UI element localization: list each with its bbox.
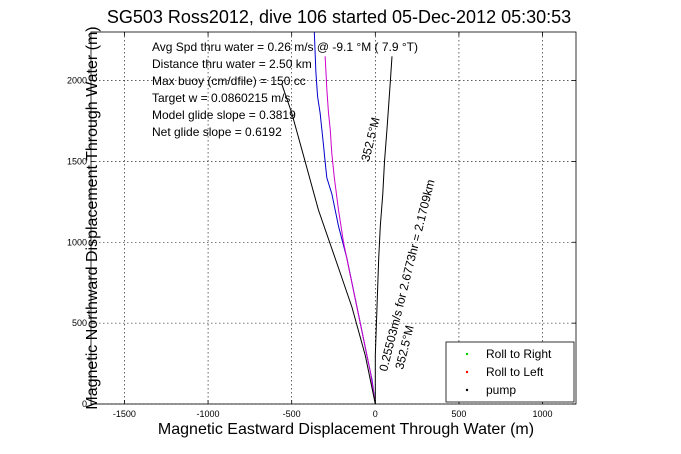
legend-label-pump: pump bbox=[486, 383, 516, 397]
annotation-net-glide: Net glide slope = 0.6192 bbox=[152, 125, 282, 139]
legend-label-roll-right: Roll to Right bbox=[486, 347, 552, 361]
legend-marker-pump bbox=[465, 388, 469, 392]
chart-title: SG503 Ross2012, dive 106 started 05-Dec-… bbox=[107, 7, 571, 27]
y-tick-label: 1000 bbox=[67, 237, 87, 247]
y-tick-label: 1500 bbox=[67, 156, 87, 166]
series-line-1 bbox=[324, 56, 376, 404]
legend-label-roll-left: Roll to Left bbox=[486, 365, 544, 379]
x-axis-label: Magnetic Eastward Displacement Through W… bbox=[158, 421, 534, 438]
y-tick-label: 500 bbox=[72, 318, 87, 328]
annotation-max-buoy: Max buoy (cm/dfile) = 150 cc bbox=[152, 74, 306, 88]
series-line-3 bbox=[374, 56, 393, 404]
x-tick-label: -1500 bbox=[113, 409, 136, 419]
axes-box bbox=[90, 31, 577, 405]
x-tick-label: -500 bbox=[283, 409, 301, 419]
x-tick-label: -1000 bbox=[197, 409, 220, 419]
x-tick-label: 0 bbox=[373, 409, 378, 419]
x-tick-label: 500 bbox=[451, 409, 466, 419]
ticks: -1500 -1000 -500 0 500 1000 0 500 1000 1500 2000 bbox=[67, 32, 576, 419]
series-layer bbox=[281, 32, 393, 404]
legend: Roll to Right Roll to Left pump bbox=[445, 341, 575, 403]
series-line-2 bbox=[281, 83, 376, 404]
legend-marker-roll-right bbox=[465, 352, 469, 356]
annotation-model-glide: Model glide slope = 0.3819 bbox=[152, 108, 296, 122]
y-tick-label: 2000 bbox=[67, 76, 87, 86]
annotation-avg-speed: Avg Spd thru water = 0.26 m/s @ -9.1 °M … bbox=[152, 40, 418, 54]
x-tick-label: 1000 bbox=[533, 409, 553, 419]
y-axis-label: Magnetic Northward Displacement Through … bbox=[84, 26, 101, 409]
annotation-block: Avg Spd thru water = 0.26 m/s @ -9.1 °M … bbox=[152, 40, 418, 139]
annotation-target-w: Target w = 0.0860215 m/s bbox=[152, 91, 290, 105]
legend-marker-roll-left bbox=[465, 370, 469, 374]
y-tick-label: 0 bbox=[82, 399, 87, 409]
annotation-distance: Distance thru water = 2.50 km bbox=[152, 57, 312, 71]
